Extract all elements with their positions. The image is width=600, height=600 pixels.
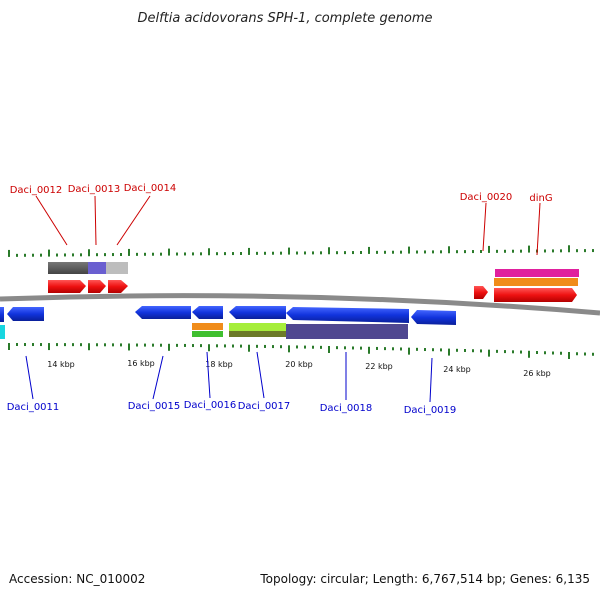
- forward-gene-labels: Daci_0012 Daci_0013 Daci_0014 Daci_0020 …: [10, 183, 553, 256]
- accession-text: Accession: NC_010002: [9, 572, 146, 586]
- gene-arrow-daci-0016[interactable]: [192, 306, 223, 319]
- tick-label-16kbp: 16 kbp: [127, 359, 155, 368]
- leader-line-daci-0020: [482, 202, 487, 252]
- gene-label-daci-0016[interactable]: Daci_0016: [184, 400, 237, 411]
- tick-row-top: [8, 245, 594, 257]
- gene-label-ding[interactable]: dinG: [529, 193, 552, 204]
- track-bar-orange-2: [192, 323, 223, 330]
- track-bar-grey-dark: [48, 262, 88, 274]
- gene-arrow-ding[interactable]: [494, 288, 577, 302]
- tick-row-bottom: [8, 343, 594, 359]
- gene-arrow-daci-0013[interactable]: [88, 280, 106, 293]
- page-title: Delftia acidovorans SPH-1, complete geno…: [137, 11, 432, 26]
- leader-line-daci-0014: [116, 195, 151, 246]
- reverse-gene-labels: Daci_0011 Daci_0015 Daci_0016 Daci_0017 …: [7, 351, 457, 416]
- forward-genes: [48, 280, 577, 302]
- track-bar-grey-light: [106, 262, 128, 274]
- tick-label-24kbp: 24 kbp: [443, 365, 471, 374]
- forward-annotation-tracks: [48, 262, 579, 286]
- gene-arrow-daci-0015[interactable]: [135, 306, 191, 319]
- gene-arrow-daci-0020[interactable]: [474, 286, 488, 299]
- gene-arrow-daci-0019[interactable]: [411, 310, 456, 325]
- gene-label-daci-0013[interactable]: Daci_0013: [68, 184, 121, 195]
- gene-label-daci-0011[interactable]: Daci_0011: [7, 402, 60, 413]
- scale-labels: 14 kbp 16 kbp 18 kbp 20 kbp 22 kbp 24 kb…: [47, 359, 551, 378]
- track-bar-cyan: [0, 325, 5, 339]
- genome-summary-text: Topology: circular; Length: 6,767,514 bp…: [260, 572, 590, 586]
- gene-label-daci-0020[interactable]: Daci_0020: [460, 192, 513, 203]
- track-bar-magenta: [495, 269, 579, 277]
- gene-arrow-daci-0018[interactable]: [286, 307, 409, 323]
- gene-arrow-daci-0014[interactable]: [108, 280, 128, 293]
- gene-arrow-daci-0017[interactable]: [229, 306, 286, 319]
- leader-line-ding: [536, 202, 541, 256]
- leader-line-daci-0016: [206, 351, 211, 399]
- gene-label-daci-0012[interactable]: Daci_0012: [10, 185, 63, 196]
- track-bar-olive: [229, 331, 286, 337]
- leader-line-daci-0015: [152, 355, 164, 400]
- gene-label-daci-0017[interactable]: Daci_0017: [238, 401, 291, 412]
- track-bar-lime: [229, 323, 286, 331]
- tick-label-14kbp: 14 kbp: [47, 360, 75, 369]
- leader-line-daci-0012: [35, 195, 68, 246]
- leader-line-daci-0017: [256, 351, 265, 399]
- gene-arrow-daci-0012[interactable]: [48, 280, 86, 293]
- gene-label-daci-0015[interactable]: Daci_0015: [128, 401, 181, 412]
- tick-label-26kbp: 26 kbp: [523, 369, 551, 378]
- track-bar-purple: [88, 262, 106, 274]
- reverse-annotation-tracks: [0, 323, 408, 339]
- tick-label-20kbp: 20 kbp: [285, 360, 313, 369]
- track-bar-orange: [494, 278, 578, 286]
- track-bar-green: [192, 331, 223, 337]
- reverse-genes: [0, 306, 456, 325]
- gene-arrow-daci-0011[interactable]: [7, 307, 44, 321]
- track-bar-indigo: [286, 324, 408, 339]
- leader-line-daci-0019: [429, 357, 433, 403]
- gene-label-daci-0018[interactable]: Daci_0018: [320, 403, 373, 414]
- tick-label-22kbp: 22 kbp: [365, 362, 393, 371]
- gene-label-daci-0014[interactable]: Daci_0014: [124, 183, 177, 194]
- gene-label-daci-0019[interactable]: Daci_0019: [404, 405, 457, 416]
- genome-backbone: [0, 293, 600, 316]
- tick-label-18kbp: 18 kbp: [205, 360, 233, 369]
- leader-line-daci-0011: [25, 355, 34, 400]
- leader-line-daci-0013: [94, 195, 97, 246]
- gene-arrow-left-edge[interactable]: [0, 307, 4, 322]
